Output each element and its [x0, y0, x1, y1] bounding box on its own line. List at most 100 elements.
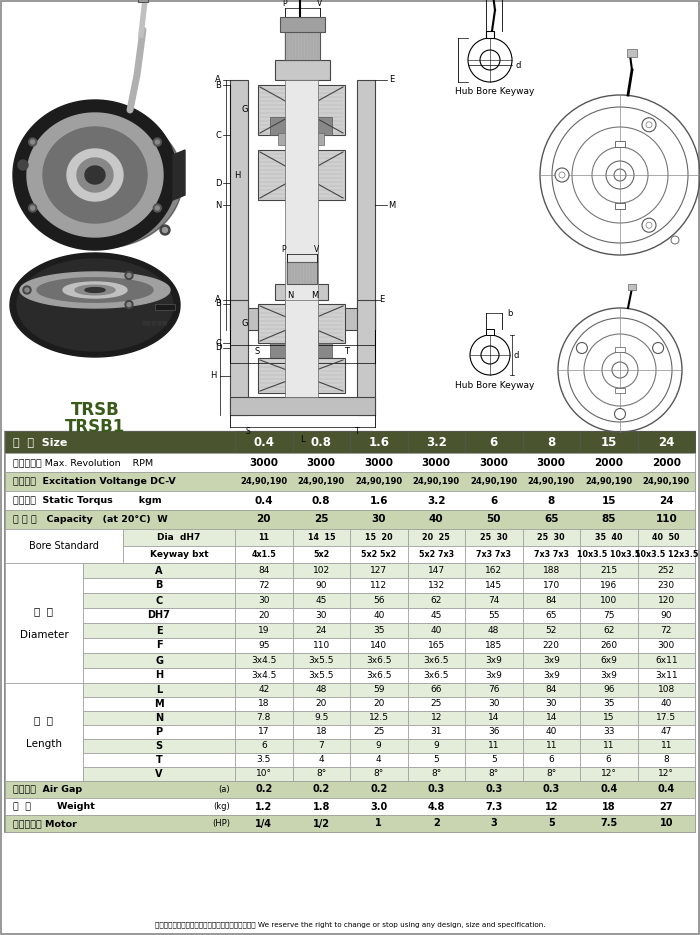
Bar — [293, 767, 350, 781]
Text: 24,90,190: 24,90,190 — [355, 477, 402, 486]
Circle shape — [31, 206, 34, 210]
Text: V: V — [314, 244, 320, 253]
Text: 100: 100 — [600, 596, 617, 605]
Bar — [357, 300, 375, 415]
Bar — [407, 739, 465, 753]
Text: 3x6.5: 3x6.5 — [366, 656, 391, 665]
Bar — [293, 431, 350, 453]
Polygon shape — [43, 127, 147, 223]
Bar — [230, 80, 248, 330]
Circle shape — [671, 236, 679, 244]
Bar — [270, 343, 332, 358]
Polygon shape — [13, 100, 177, 250]
Circle shape — [125, 300, 133, 309]
Bar — [278, 133, 324, 145]
Text: 15  20: 15 20 — [365, 533, 393, 542]
Bar — [5, 781, 695, 798]
Text: G: G — [241, 106, 248, 114]
Polygon shape — [75, 285, 115, 295]
Bar — [522, 739, 580, 753]
Polygon shape — [27, 113, 163, 237]
Circle shape — [642, 118, 656, 132]
Text: 20: 20 — [256, 514, 271, 525]
Polygon shape — [20, 272, 170, 308]
Bar — [83, 638, 235, 653]
Text: TRSB: TRSB — [71, 401, 120, 419]
Text: (a): (a) — [218, 785, 230, 794]
Text: 59: 59 — [373, 685, 384, 695]
Text: 11: 11 — [603, 741, 615, 751]
Text: 6: 6 — [606, 755, 612, 765]
Text: 2: 2 — [433, 818, 440, 828]
Text: 1.8: 1.8 — [313, 801, 330, 812]
Text: V: V — [155, 769, 162, 779]
Text: 47: 47 — [661, 727, 672, 737]
Bar — [580, 529, 638, 546]
Bar — [357, 80, 375, 330]
Text: A: A — [215, 76, 221, 84]
Bar — [580, 753, 638, 767]
Circle shape — [160, 225, 170, 235]
Text: 2000: 2000 — [594, 457, 623, 468]
Bar — [83, 711, 235, 725]
Bar — [638, 711, 695, 725]
Bar — [407, 608, 465, 623]
Text: 6: 6 — [490, 496, 498, 506]
Bar — [465, 653, 522, 668]
Bar — [350, 697, 407, 711]
Bar — [465, 608, 522, 623]
Text: G: G — [241, 319, 248, 328]
Bar — [235, 593, 293, 608]
Text: 30: 30 — [316, 611, 327, 620]
Text: G: G — [155, 655, 163, 666]
Bar — [407, 668, 465, 683]
Text: 17: 17 — [258, 727, 270, 737]
Bar — [0, 0, 700, 430]
Text: Dia  dH7: Dia dH7 — [158, 533, 201, 542]
Text: 3.2: 3.2 — [427, 496, 445, 506]
Bar — [580, 668, 638, 683]
Bar — [350, 593, 407, 608]
Bar — [293, 623, 350, 638]
Bar — [235, 683, 293, 697]
Text: L: L — [300, 435, 304, 443]
Text: 66: 66 — [430, 685, 442, 695]
Text: H: H — [155, 670, 163, 681]
Text: 24: 24 — [316, 626, 327, 635]
Bar — [465, 578, 522, 593]
Bar — [83, 697, 235, 711]
Text: 0.4: 0.4 — [600, 784, 617, 795]
Text: 25  30: 25 30 — [538, 533, 565, 542]
Bar — [123, 546, 235, 563]
Text: H: H — [210, 371, 216, 380]
Bar — [486, 329, 494, 335]
Text: 8: 8 — [547, 496, 555, 506]
Bar — [580, 725, 638, 739]
Circle shape — [155, 206, 160, 210]
Text: 165: 165 — [428, 641, 445, 650]
Text: 35: 35 — [603, 699, 615, 709]
Text: 3x5.5: 3x5.5 — [309, 671, 334, 680]
Text: 52: 52 — [545, 626, 557, 635]
Text: 40: 40 — [430, 626, 442, 635]
Bar — [258, 150, 345, 200]
Text: 3000: 3000 — [307, 457, 336, 468]
Text: 300: 300 — [657, 641, 675, 650]
Text: 11: 11 — [545, 741, 557, 751]
Bar — [275, 60, 330, 80]
Text: M: M — [312, 291, 318, 299]
Text: L: L — [298, 365, 302, 373]
Bar — [350, 767, 407, 781]
Bar — [407, 431, 465, 453]
Bar — [407, 697, 465, 711]
Text: 17.5: 17.5 — [656, 713, 676, 723]
Text: 8: 8 — [664, 755, 669, 765]
Text: 72: 72 — [258, 581, 270, 590]
Polygon shape — [85, 288, 105, 293]
Text: d: d — [515, 61, 521, 69]
Circle shape — [555, 168, 569, 182]
Bar — [580, 697, 638, 711]
Bar — [522, 668, 580, 683]
Text: 188: 188 — [542, 566, 560, 575]
Text: 5x2 7x3: 5x2 7x3 — [419, 550, 454, 559]
